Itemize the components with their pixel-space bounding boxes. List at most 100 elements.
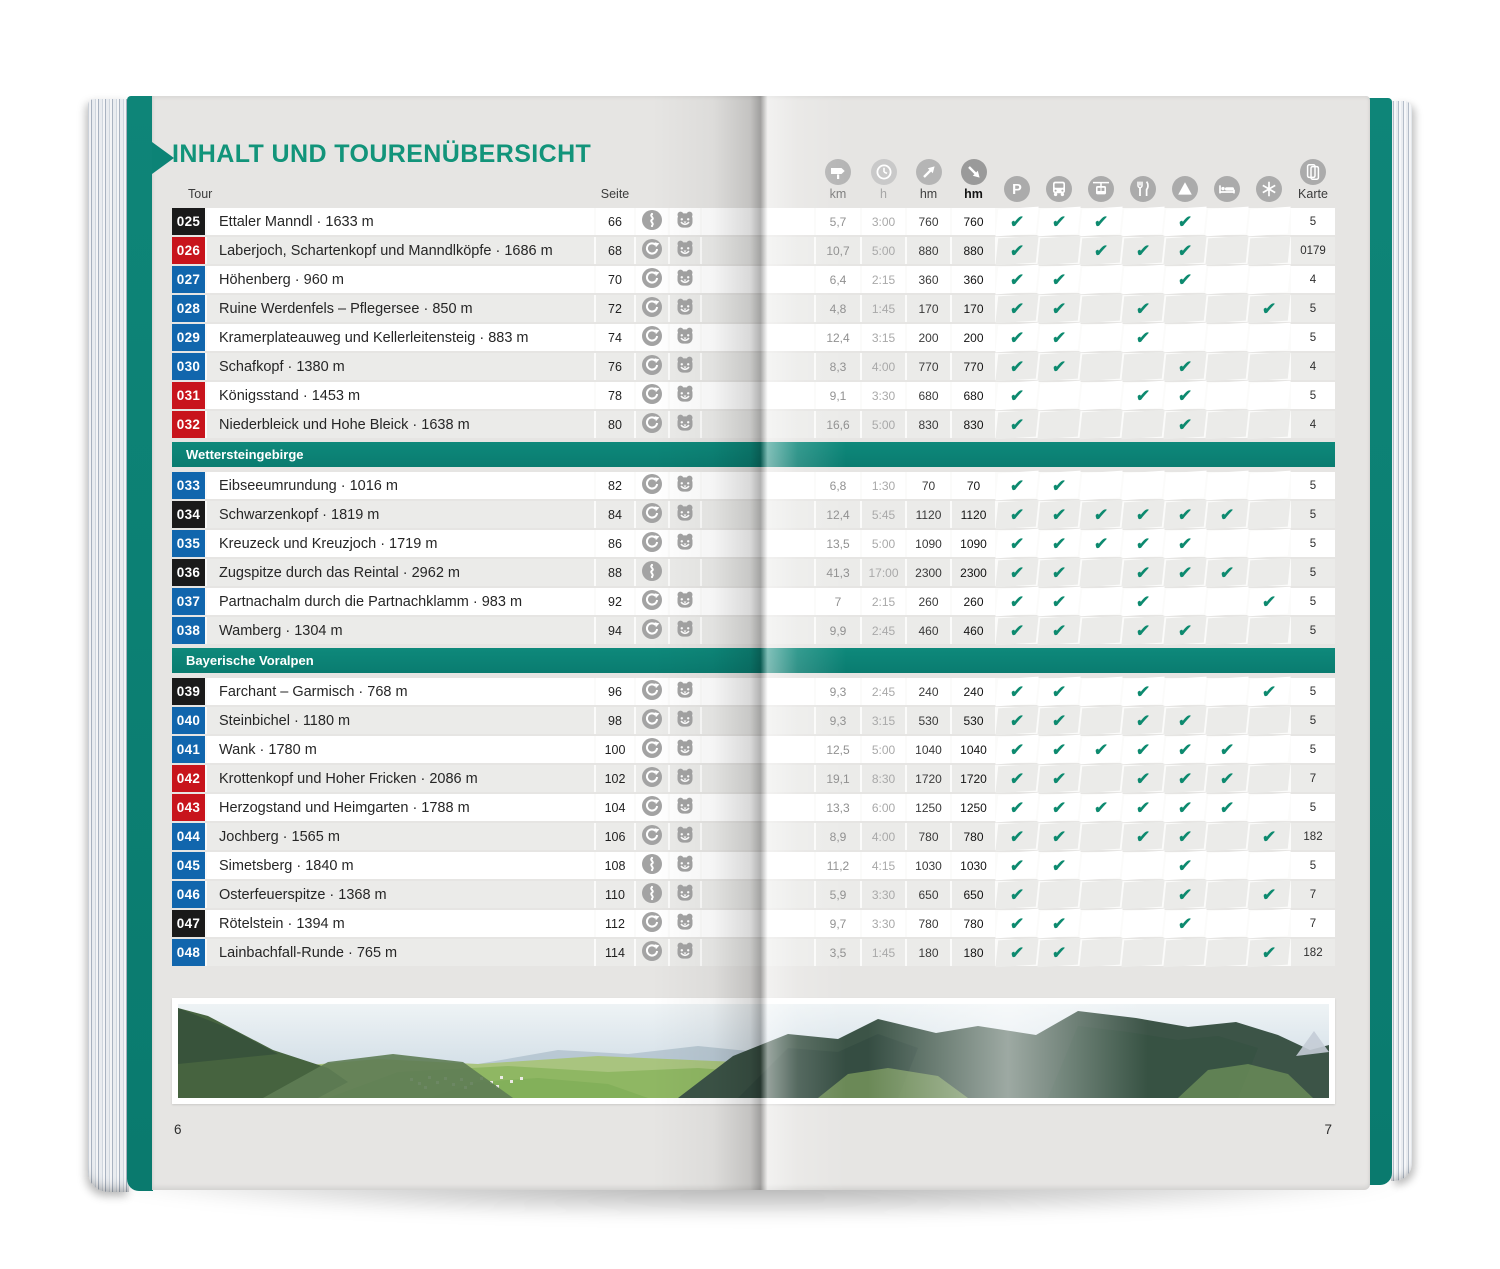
route-type-cell [636,208,668,235]
check-restaurant: ✔ [1121,792,1165,823]
route-type-cell [636,295,668,322]
check-cablecar [1079,409,1123,440]
check-cablecar [1079,879,1123,910]
snowflake-icon [1256,176,1282,202]
check-parking: ✔ [995,264,1039,295]
column-header-karte: Karte [1291,152,1335,202]
tour-name: Simetsberg · 1840 m [207,852,594,879]
tour-descent: 360 [952,266,995,293]
row-filler [702,823,814,850]
page-number-right: 7 [1324,1122,1332,1137]
clock-icon [870,159,897,185]
family-cell [670,411,700,438]
check-restaurant: ✔ [1121,734,1165,765]
family-cell [670,823,700,850]
tour-page: 96 [596,678,634,705]
family-bear-icon [675,297,695,320]
tour-number-badge: 045 [172,852,205,879]
family-bear-icon [675,474,695,497]
column-header-mountain [1165,152,1205,202]
check-cablecar [1079,705,1123,736]
check-mountain: ✔ [1163,528,1207,559]
tour-number-badge: 043 [172,794,205,821]
check-mountain [1163,586,1207,617]
tour-hours: 4:00 [862,353,905,380]
tour-number-badge: 029 [172,324,205,351]
check-parking: ✔ [995,235,1039,266]
tour-hours: 2:45 [862,617,905,644]
check-parking: ✔ [995,351,1039,382]
check-bed [1205,470,1249,501]
tour-descent: 880 [952,237,995,264]
table-row: 037 Partnachalm durch die Partnachklamm … [172,586,1335,617]
route-type-cell [636,823,668,850]
tour-km: 12,4 [816,501,860,528]
tour-hours: 1:30 [862,472,905,499]
tour-ascent: 460 [907,617,950,644]
page-stack-left-edge [88,99,129,1192]
parking-icon: P [1004,176,1030,202]
check-restaurant [1121,351,1165,382]
tour-number-badge: 031 [172,382,205,409]
tour-km: 5,7 [816,208,860,235]
check-parking: ✔ [995,908,1039,939]
tour-km: 6,8 [816,472,860,499]
family-bear-icon [675,941,695,964]
check-parking: ✔ [995,293,1039,324]
table-row: 032 Niederbleick und Hohe Bleick · 1638 … [172,409,1335,440]
family-bear-icon [675,680,695,703]
mountain-icon [1172,176,1198,202]
family-bear-icon [675,326,695,349]
check-bed [1205,615,1249,646]
check-bus: ✔ [1037,528,1081,559]
check-cablecar: ✔ [1079,235,1123,266]
tour-ascent: 530 [907,707,950,734]
tour-karte: 5 [1291,501,1335,528]
family-cell [670,324,700,351]
row-filler [702,910,814,937]
family-cell [670,237,700,264]
check-cablecar [1079,676,1123,707]
tour-descent: 680 [952,382,995,409]
row-filler [702,736,814,763]
loop-route-icon [642,825,662,848]
tour-page: 92 [596,588,634,615]
check-mountain: ✔ [1163,615,1207,646]
route-type-cell [636,678,668,705]
tour-descent: 70 [952,472,995,499]
tour-karte: 5 [1291,382,1335,409]
tour-hours: 3:30 [862,881,905,908]
tour-km: 3,5 [816,939,860,966]
tour-number-badge: 035 [172,530,205,557]
row-filler [702,501,814,528]
check-snowflake [1247,409,1291,440]
check-bed: ✔ [1205,792,1249,823]
tour-page: 76 [596,353,634,380]
route-type-cell [636,382,668,409]
check-mountain: ✔ [1163,792,1207,823]
tour-page: 68 [596,237,634,264]
check-cablecar [1079,615,1123,646]
check-bed [1205,235,1249,266]
column-header-h: h [862,152,905,202]
check-cablecar [1079,850,1123,881]
check-bus: ✔ [1037,705,1081,736]
section-title: Wettersteingebirge [186,447,304,462]
check-snowflake [1247,206,1291,237]
tour-ascent: 760 [907,208,950,235]
check-restaurant [1121,264,1165,295]
tour-page: 114 [596,939,634,966]
table-row: 047 Rötelstein · 1394 m 112 9,7 3:30 780… [172,908,1335,939]
column-header-km: km [816,152,860,202]
tour-karte: 5 [1291,324,1335,351]
tour-name: Ettaler Manndl · 1633 m [207,208,594,235]
check-snowflake [1247,380,1291,411]
check-bus [1037,235,1081,266]
check-bed [1205,293,1249,324]
check-bed: ✔ [1205,499,1249,530]
family-bear-icon [675,738,695,761]
column-header-bus [1039,152,1079,202]
check-bed [1205,206,1249,237]
tour-km: 12,4 [816,324,860,351]
tour-descent: 1720 [952,765,995,792]
